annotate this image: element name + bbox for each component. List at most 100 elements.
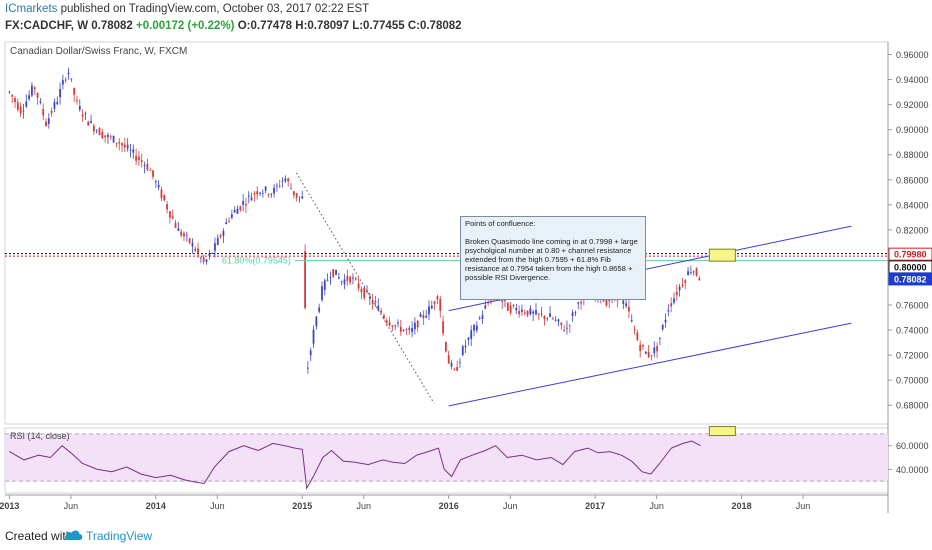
- price-tick-label: 0.84000: [896, 200, 929, 210]
- candle-body: [340, 281, 343, 283]
- candle-body: [481, 315, 484, 319]
- rsi-tick-label: 60.0000: [896, 441, 929, 451]
- chart-canvas[interactable]: 0.96000 0.94000 0.92000 0.90000 0.88000 0.860…: [0, 40, 932, 518]
- candle-body: [123, 144, 126, 148]
- candle-body: [689, 272, 692, 273]
- candle-body: [414, 322, 416, 330]
- candle-body: [31, 85, 33, 96]
- candle-body: [295, 193, 298, 198]
- candle-body: [577, 302, 580, 304]
- candle-body: [475, 325, 478, 331]
- price-tick-label: 0.92000: [896, 100, 929, 110]
- last-price: 0.78082: [91, 20, 133, 32]
- candle-body: [698, 278, 701, 281]
- candle-body: [464, 345, 467, 348]
- symbol-label: FX:CADCHF, W: [5, 20, 89, 32]
- candle-body: [377, 305, 380, 311]
- candle-body: [39, 101, 42, 103]
- time-tick-label: 2013: [0, 501, 19, 511]
- candle-body: [397, 322, 399, 324]
- candle-body: [343, 279, 346, 285]
- price-tick-label: 0.96000: [896, 50, 929, 60]
- candle-body: [566, 327, 568, 329]
- candle-body: [250, 197, 253, 201]
- candle-body: [453, 369, 456, 371]
- main-pane: [4, 41, 889, 425]
- candle-body: [8, 91, 11, 93]
- candle-body: [188, 238, 191, 243]
- candle-body: [675, 291, 678, 296]
- candle-body: [352, 277, 354, 279]
- candle-body: [19, 106, 22, 114]
- candle-body: [636, 332, 639, 341]
- candle-body: [540, 313, 543, 315]
- candle-body: [628, 306, 630, 312]
- candle-body: [28, 95, 31, 99]
- candle-body: [399, 326, 402, 332]
- price-tick-label: 0.72000: [896, 351, 929, 361]
- candle-body: [253, 193, 256, 195]
- candle-body: [543, 315, 546, 320]
- time-tick-label: 2015: [292, 501, 312, 511]
- channel-lower-line: [448, 322, 852, 407]
- candle-body: [501, 299, 504, 302]
- candle-body: [33, 87, 36, 89]
- candle-body: [568, 325, 571, 326]
- candle-body: [667, 310, 670, 312]
- candle-body: [146, 163, 149, 170]
- candle-body: [216, 237, 219, 245]
- rsi-tick-label: 40.0000: [896, 465, 929, 475]
- price-tick-label: 0.88000: [896, 150, 929, 160]
- confluence-note[interactable]: Points of confluence: Broken Quasimodo l…: [460, 216, 646, 300]
- chart-frame[interactable]: 0.96000 0.94000 0.92000 0.90000 0.88000 0.860…: [0, 40, 932, 518]
- candle-body: [81, 114, 84, 117]
- rsi-title: RSI (14, close): [10, 431, 70, 441]
- candle-body: [101, 131, 104, 139]
- candle-body: [315, 316, 318, 327]
- candle-body: [143, 165, 146, 167]
- time-tick-label: Jun: [64, 501, 79, 511]
- candle-body: [473, 325, 475, 331]
- candle-body: [447, 355, 450, 364]
- candle-body: [467, 337, 470, 340]
- close-value: C:0.78082: [407, 20, 462, 32]
- price-tick-label: 0.74000: [896, 326, 929, 336]
- candle-body: [360, 289, 363, 293]
- price-label-box: [888, 272, 932, 286]
- candle-body: [306, 367, 309, 369]
- chart-header: ICmarkets published on TradingView.com, …: [0, 0, 932, 40]
- candle-body: [692, 271, 695, 273]
- candle-body: [537, 313, 540, 315]
- tradingview-brand-link[interactable]: TradingView: [86, 529, 153, 543]
- created-with-text: Created with: [5, 529, 73, 543]
- candle-body: [163, 194, 166, 201]
- candle-body: [287, 178, 290, 182]
- candle-body: [132, 149, 135, 153]
- candle-body: [202, 257, 205, 262]
- publisher-link[interactable]: ICmarkets: [5, 3, 58, 15]
- candle-body: [326, 279, 329, 281]
- confluence-note-body: Broken Quasimodo line coming in at 0.799…: [465, 237, 640, 283]
- candle-body: [459, 362, 461, 364]
- candle-body: [366, 291, 368, 293]
- fib-swing-line: [295, 172, 435, 404]
- candle-body: [602, 300, 605, 302]
- candle-body: [323, 280, 326, 290]
- candle-body: [219, 235, 222, 237]
- candle-body: [622, 300, 625, 304]
- candle-body: [470, 330, 473, 339]
- candle-body: [450, 362, 453, 367]
- candle-body: [36, 92, 39, 98]
- candle-body: [419, 313, 422, 317]
- tradingview-cloud-icon: [64, 530, 83, 540]
- price-tick-label: 0.94000: [896, 75, 929, 85]
- ohlc-line: FX:CADCHF, W 0.78082 +0.00172 (+0.22%) O…: [5, 20, 462, 32]
- candle-body: [383, 315, 385, 319]
- candle-body: [439, 298, 442, 311]
- candle-body: [633, 329, 636, 331]
- candle-body: [126, 144, 129, 149]
- candle-body: [309, 350, 312, 356]
- candle-body: [642, 344, 644, 347]
- candle-body: [391, 325, 394, 327]
- candle-body: [228, 220, 230, 222]
